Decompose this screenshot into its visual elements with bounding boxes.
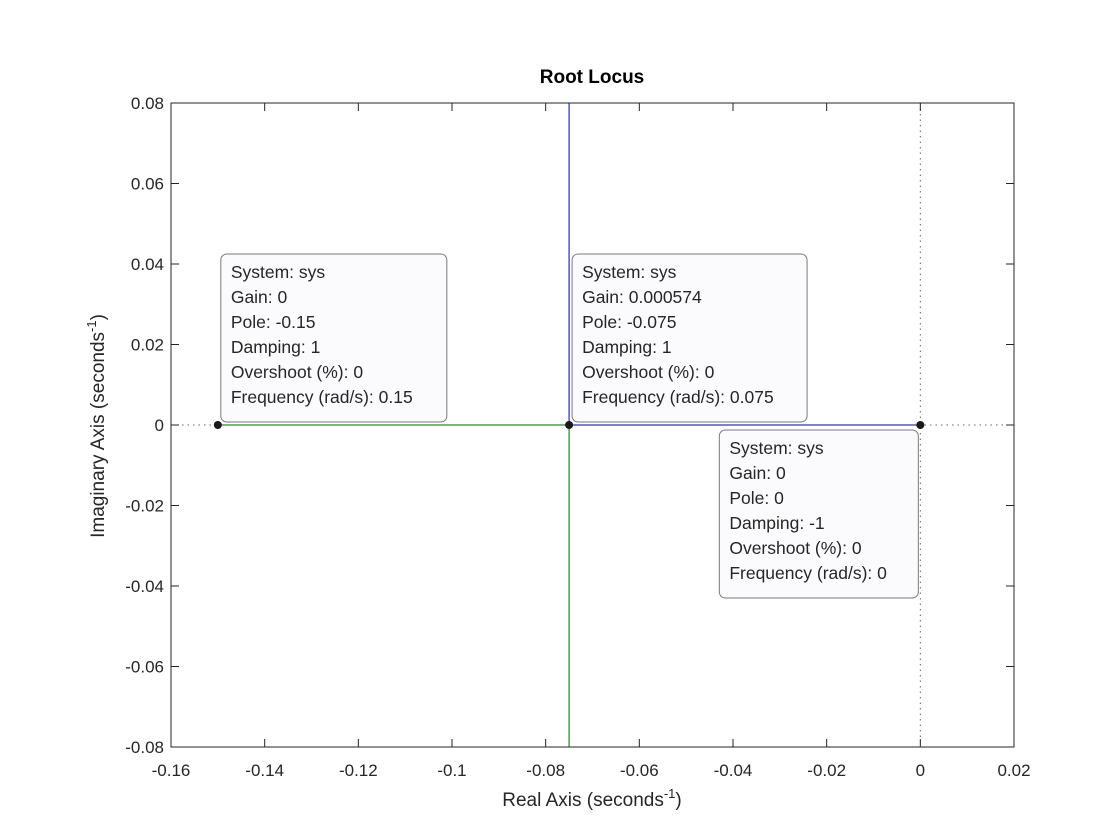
pole-marker: [916, 421, 925, 429]
y-axis-label-exponent: -1: [84, 320, 99, 332]
y-axis-label-main: Imaginary Axis (seconds: [88, 332, 109, 538]
x-tick-label: -0.08: [526, 761, 565, 780]
datatip-line: Frequency (rad/s): 0.075: [582, 387, 774, 407]
datatip-line: Gain: 0: [231, 287, 288, 307]
x-tick-label: -0.12: [339, 761, 378, 780]
chart-title: Root Locus: [540, 67, 645, 88]
x-axis-label-main: Real Axis (seconds: [502, 790, 664, 811]
y-axis-label-close: ): [88, 314, 109, 320]
x-tick-label: -0.16: [152, 761, 191, 780]
datatip-line: System: sys: [231, 262, 326, 282]
y-tick-label: -0.02: [125, 497, 164, 516]
datatip-line: Damping: 1: [231, 337, 320, 357]
y-tick-label: 0.06: [131, 175, 164, 194]
y-tick-label: 0: [155, 416, 164, 435]
y-tick-label: 0.04: [131, 255, 164, 274]
datatip-line: Frequency (rad/s): 0: [729, 563, 887, 583]
x-tick-label: -0.06: [620, 761, 659, 780]
datatip-line: System: sys: [582, 262, 677, 282]
datatip-2: System: sys Gain: 0.000574 Pole: -0.075 Dam…: [571, 253, 808, 423]
datatips: System: sys Gain: 0 Pole: -0.15 Damping: 1 O…: [220, 253, 919, 599]
datatip-line: Frequency (rad/s): 0.15: [231, 387, 413, 407]
x-tick-label: -0.04: [714, 761, 753, 780]
y-tick-label: -0.06: [125, 658, 164, 677]
datatip-line: Overshoot (%): 0: [231, 362, 364, 382]
datatip-line: System: sys: [729, 438, 824, 458]
datatip-line: Overshoot (%): 0: [582, 362, 715, 382]
x-tick-label: -0.14: [245, 761, 284, 780]
datatip-line: Pole: 0: [729, 488, 784, 508]
pole-markers: [213, 421, 925, 429]
x-axis-label-close: ): [675, 790, 681, 811]
x-tick-label: 0.02: [997, 761, 1030, 780]
datatip-1: System: sys Gain: 0 Pole: -0.15 Damping: 1 O…: [220, 253, 448, 423]
pole-marker: [565, 421, 574, 429]
x-tick-label: -0.1: [437, 761, 466, 780]
x-axis-label: Real Axis (seconds-1): [502, 786, 681, 811]
x-tick-label: -0.02: [807, 761, 846, 780]
y-axis-label: Imaginary Axis (seconds-1): [84, 314, 109, 538]
datatip-box: [718, 429, 919, 599]
y-tick-label: -0.04: [125, 577, 164, 596]
datatip-line: Overshoot (%): 0: [729, 538, 862, 558]
x-tick-label: 0: [916, 761, 925, 780]
y-tick-label: 0.02: [131, 336, 164, 355]
datatip-line: Damping: 1: [582, 337, 672, 357]
ticks: -0.16 -0.14 -0.12 -0.1 -0.08 -0.06 -0.04 -0.02 0…: [125, 94, 1030, 780]
datatip-3: System: sys Gain: 0 Pole: 0 Damping: -1 Over…: [718, 429, 919, 599]
datatip-line: Pole: -0.15: [231, 312, 316, 332]
datatip-line: Damping: -1: [729, 513, 824, 533]
datatip-box: [571, 253, 808, 423]
y-tick-label: -0.08: [125, 738, 164, 757]
datatip-line: Gain: 0: [729, 463, 786, 483]
y-tick-label: 0.08: [131, 94, 164, 113]
x-axis-label-exponent: -1: [664, 786, 676, 801]
datatip-line: Pole: -0.075: [582, 312, 676, 332]
datatip-line: Gain: 0.000574: [582, 287, 702, 307]
datatip-box: [220, 253, 448, 423]
pole-marker: [213, 421, 222, 429]
